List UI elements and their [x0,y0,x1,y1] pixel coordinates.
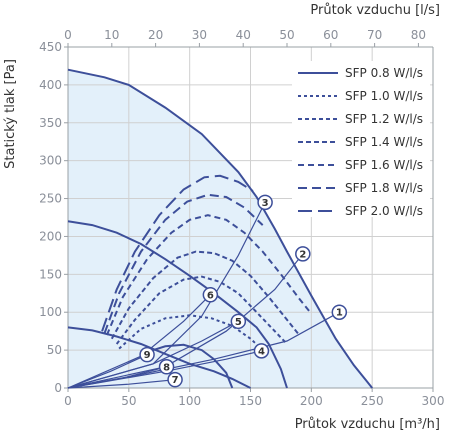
badge-label-9: 9 [144,350,151,361]
x2-tick-label-4: 40 [236,28,251,42]
legend-label-2: SFP 1.0 W/l/s [345,89,423,103]
x-axis-title: Průtok vzduchu [m³/h] [295,417,440,432]
curves [67,68,373,389]
badge-circle-3 [257,194,273,211]
system-curve-8 [67,366,167,389]
legend-box [292,61,430,217]
y-tick-label-7: 350 [39,116,62,130]
badge-label-2: 2 [299,249,306,260]
fan-curve-2 [67,220,288,389]
badge-label-8: 8 [163,362,170,373]
system-curve-9 [67,354,148,389]
y-tick-label-8: 400 [39,78,62,92]
badge-label-4: 4 [258,346,265,357]
axis-labels: Průtok vzduchu [m³/h] Průtok vzduchu [l/… [3,3,440,432]
fan-curve-1 [67,68,373,389]
x2-tick-label-2: 20 [148,28,163,42]
legend-label-4: SFP 1.4 W/l/s [345,135,423,149]
x2-axis-title: Průtok vzduchu [l/s] [310,3,440,18]
x-tick-label-6: 300 [422,394,445,408]
fan-curve-3 [67,326,251,389]
badge-label-3: 3 [262,198,269,209]
badge-circle-6 [202,287,219,303]
x-tick-label-2: 100 [178,394,201,408]
x2-tick-label-5: 50 [279,28,294,42]
sfp-curve-7 [101,174,254,332]
sfp-curve-3 [115,275,288,345]
system-curve-7 [67,379,176,389]
x2-tick-label-3: 30 [192,28,207,42]
y-tick-label-9: 450 [39,40,62,54]
badge-label-1: 1 [336,308,343,319]
legend-label-5: SFP 1.6 W/l/s [345,158,423,172]
badge-circle-1 [331,304,348,320]
sfp-curve-4 [110,250,300,340]
y-axis-title: Statický tlak [Pa] [3,59,18,169]
badge-circle-5 [230,313,247,330]
x2-tick-label-7: 70 [367,28,382,42]
x-tick-label-3: 150 [239,394,262,408]
x-tick-label-4: 200 [300,394,323,408]
fan-curve-4 [140,343,234,389]
x2-tick-label-6: 60 [323,28,338,42]
x-tick-label-5: 250 [361,394,384,408]
y-tick-label-4: 200 [39,229,62,243]
legend-label-7: SFP 2.0 W/l/s [345,204,423,218]
y-tick-label-5: 250 [39,192,62,206]
x2-tick-label-1: 10 [104,28,119,42]
badge-circle-9 [139,346,155,363]
badge-circle-2 [295,246,311,262]
y-tick-label-1: 50 [47,343,62,357]
y-tick-label-3: 150 [39,267,62,281]
badge-circle-8 [158,359,175,375]
legend: SFP 0.8 W/l/s SFP 1.0 W/l/s SFP 1.2 W/l/s S… [292,61,430,218]
y-tick-label-6: 300 [39,154,62,168]
y-tick-label-0: 0 [54,381,62,395]
sfp-curve-2 [118,314,264,351]
legend-label-3: SFP 1.2 W/l/s [345,112,423,126]
badge-circle-7 [167,371,183,388]
sfp-curve-5 [105,214,313,336]
legend-label-1: SFP 0.8 W/l/s [345,66,423,80]
badge-label-5: 5 [235,317,242,328]
axes: 0 50 100 150 200 250 300 0 10 20 30 40 50 60 70 80 0 50 10… [39,28,444,408]
system-curve-6 [67,294,211,389]
y-tick-label-2: 100 [39,305,62,319]
badge-label-7: 7 [172,375,179,386]
x2-tick-label-8: 80 [411,28,426,42]
x2-tick-label-0: 0 [64,28,72,42]
system-curve-5 [67,320,239,389]
legend-label-6: SFP 1.8 W/l/s [345,181,423,195]
system-curve-badges: 1 2 3 4 5 6 78 9 [139,194,348,388]
x-tick-label-1: 50 [121,394,136,408]
x-tick-label-0: 0 [64,394,72,408]
badge-circle-4 [253,343,270,359]
sfp-curve-6 [103,193,264,334]
badge-label-6: 6 [207,290,214,301]
